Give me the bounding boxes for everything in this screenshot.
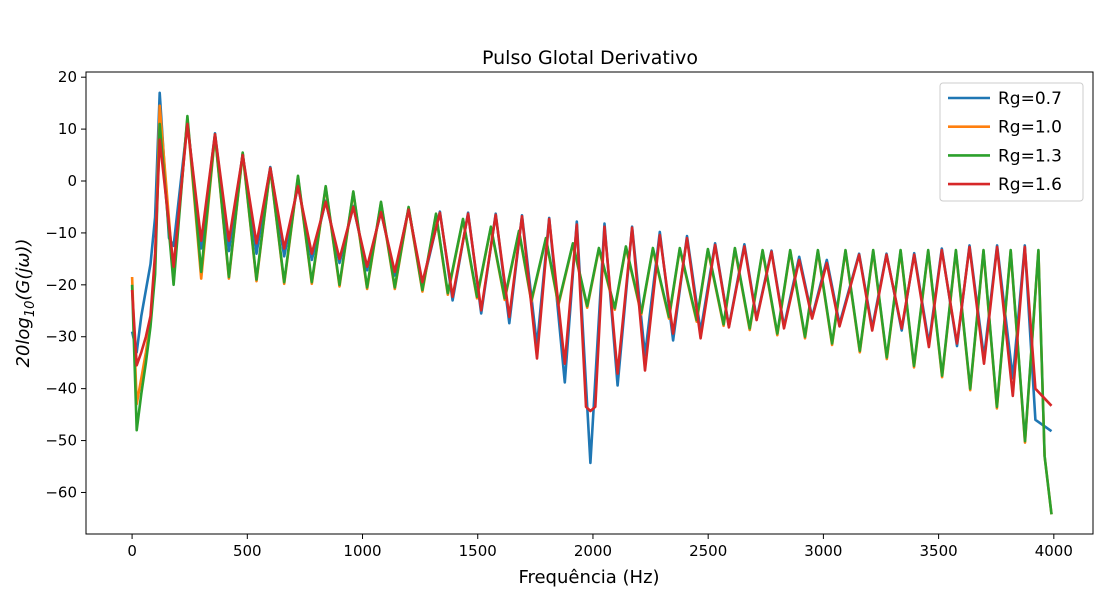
x-tick-label: 4000 [1035,542,1073,560]
legend-label: Rg=1.6 [998,175,1062,195]
x-tick-label: 1000 [343,542,381,560]
y-tick-label: −30 [45,328,77,346]
x-tick-label: 0 [127,542,137,560]
y-tick-label: −10 [45,224,77,242]
chart-title: Pulso Glotal Derivativo [482,47,698,69]
plot-frame [85,71,1094,535]
y-tick-label: −20 [45,276,77,294]
legend: Rg=0.7 Rg=1.0 Rg=1.3 Rg=1.6 [939,82,1084,202]
x-tick-label: 2000 [574,542,612,560]
x-tick-label: 3500 [920,542,958,560]
y-axis-label: 20log10(G(jω)) [13,238,38,367]
y-tick-label: −60 [45,483,77,501]
legend-frame [939,82,1084,202]
series-line-rg-1-6 [130,122,1053,413]
y-tick-label: −50 [45,432,77,450]
y-tick-label: 0 [67,172,77,190]
legend-label: Rg=0.7 [998,89,1062,109]
series-line-rg-1-3 [130,114,1053,515]
y-tick-label: 20 [58,68,77,86]
x-tick-label: 2500 [689,542,727,560]
legend-label: Rg=1.3 [998,146,1062,166]
y-tick-label: −40 [45,380,77,398]
x-tick-label: 500 [233,542,262,560]
x-tick-label: 3000 [804,542,842,560]
x-tick-label: 1500 [459,542,497,560]
y-tick-label: 10 [58,120,77,138]
x-axis-label: Frequência (Hz) [518,567,659,588]
legend-label: Rg=1.0 [998,118,1062,138]
